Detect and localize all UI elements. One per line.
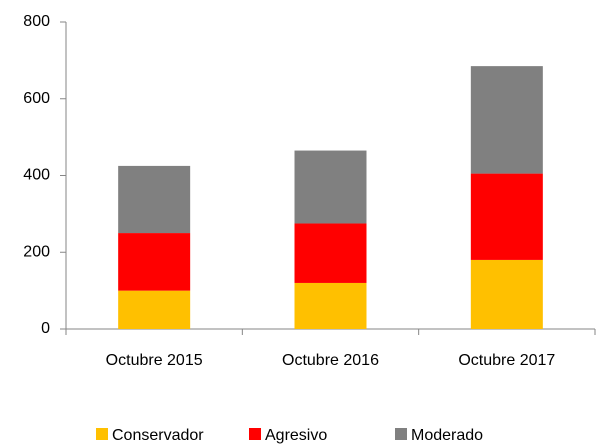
- x-tick-label: Octubre 2016: [282, 352, 379, 369]
- bar-segment: [470, 173, 543, 260]
- legend-swatch: [249, 428, 261, 440]
- y-tick-label: 400: [23, 167, 50, 184]
- bar-segment: [118, 290, 191, 329]
- x-tick-label: Octubre 2015: [105, 352, 203, 369]
- x-tick-label: Octubre 2017: [458, 352, 556, 369]
- y-tick-label: 0: [41, 320, 50, 337]
- legend-label: Moderado: [411, 427, 483, 444]
- legend-label: Agresivo: [265, 427, 327, 444]
- bar-segment: [118, 165, 191, 234]
- bar-segment: [294, 282, 367, 329]
- y-tick-label: 200: [23, 243, 50, 260]
- y-tick-label: 800: [23, 13, 50, 30]
- legend-swatch: [395, 428, 407, 440]
- legend-swatch: [96, 428, 108, 440]
- bar-segment: [294, 150, 367, 224]
- bar-segment: [294, 223, 367, 283]
- bar-segment: [470, 66, 543, 174]
- bar-segment: [470, 259, 543, 329]
- y-tick-label: 600: [23, 90, 50, 107]
- legend-label: Conservador: [112, 427, 204, 444]
- bar-segment: [118, 233, 191, 291]
